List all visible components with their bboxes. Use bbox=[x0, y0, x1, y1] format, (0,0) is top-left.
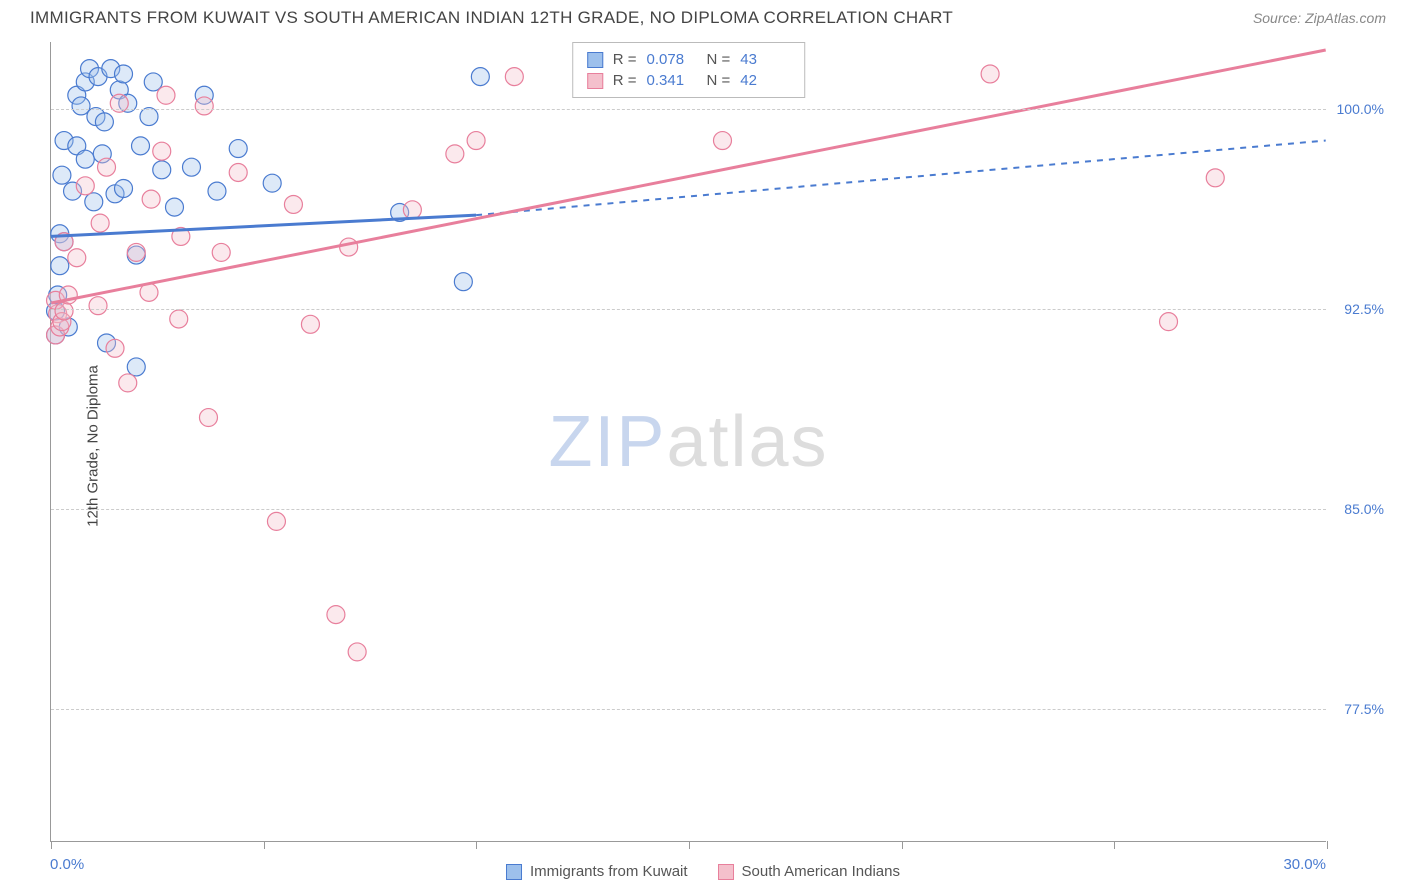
scatter-point bbox=[229, 140, 247, 158]
legend-swatch-icon bbox=[587, 52, 603, 68]
scatter-point bbox=[471, 68, 489, 86]
chart-title: IMMIGRANTS FROM KUWAIT VS SOUTH AMERICAN… bbox=[30, 8, 953, 28]
scatter-point bbox=[127, 358, 145, 376]
scatter-point bbox=[95, 113, 113, 131]
scatter-point bbox=[85, 193, 103, 211]
legend-swatch-icon bbox=[587, 73, 603, 89]
legend-swatch-icon bbox=[718, 864, 734, 880]
scatter-point bbox=[153, 142, 171, 160]
x-tick bbox=[689, 841, 690, 849]
x-tick bbox=[1327, 841, 1328, 849]
grid-line bbox=[51, 509, 1326, 510]
scatter-point bbox=[170, 310, 188, 328]
scatter-point bbox=[153, 161, 171, 179]
scatter-point bbox=[1206, 169, 1224, 187]
scatter-point bbox=[713, 132, 731, 150]
scatter-point bbox=[199, 409, 217, 427]
scatter-point bbox=[166, 198, 184, 216]
scatter-point bbox=[53, 166, 71, 184]
legend-label: South American Indians bbox=[742, 863, 900, 880]
source-attribution: Source: ZipAtlas.com bbox=[1253, 10, 1386, 26]
stats-r-label: R = bbox=[613, 72, 637, 89]
scatter-point bbox=[68, 249, 86, 267]
scatter-point bbox=[1160, 313, 1178, 331]
legend-swatch-icon bbox=[506, 864, 522, 880]
scatter-point bbox=[182, 158, 200, 176]
trend-line-dashed bbox=[476, 141, 1326, 216]
scatter-point bbox=[981, 65, 999, 83]
scatter-point bbox=[327, 606, 345, 624]
scatter-point bbox=[263, 174, 281, 192]
stats-n-value: 43 bbox=[740, 51, 790, 68]
chart-container: ZIPatlas R =0.078N =43R =0.341N =42 77.5… bbox=[50, 42, 1390, 842]
stats-row: R = 0.341 N = 42 bbox=[587, 70, 791, 91]
plot-area: ZIPatlas R =0.078N =43R =0.341N =42 77.5… bbox=[50, 42, 1326, 842]
scatter-point bbox=[157, 86, 175, 104]
x-axis-min-label: 0.0% bbox=[50, 856, 84, 873]
legend-label: Immigrants from Kuwait bbox=[530, 863, 688, 880]
stats-r-label: R = bbox=[613, 51, 637, 68]
x-axis-max-label: 30.0% bbox=[1283, 856, 1326, 873]
scatter-point bbox=[106, 339, 124, 357]
y-tick-label: 100.0% bbox=[1337, 101, 1384, 117]
scatter-point bbox=[212, 243, 230, 261]
trend-line-solid bbox=[51, 215, 476, 236]
scatter-point bbox=[91, 214, 109, 232]
plot-svg bbox=[51, 42, 1326, 841]
grid-line bbox=[51, 309, 1326, 310]
stats-n-label: N = bbox=[707, 51, 731, 68]
scatter-point bbox=[446, 145, 464, 163]
scatter-point bbox=[267, 512, 285, 530]
stats-r-value: 0.078 bbox=[647, 51, 697, 68]
scatter-point bbox=[89, 297, 107, 315]
scatter-point bbox=[51, 257, 69, 275]
scatter-point bbox=[55, 302, 73, 320]
x-tick bbox=[476, 841, 477, 849]
y-tick-label: 92.5% bbox=[1344, 301, 1384, 317]
scatter-point bbox=[132, 137, 150, 155]
scatter-point bbox=[76, 150, 94, 168]
legend-item: South American Indians bbox=[718, 863, 900, 880]
stats-row: R = 0.078 N = 43 bbox=[587, 49, 791, 70]
scatter-point bbox=[340, 238, 358, 256]
scatter-point bbox=[348, 643, 366, 661]
scatter-point bbox=[301, 315, 319, 333]
scatter-point bbox=[142, 190, 160, 208]
scatter-point bbox=[127, 243, 145, 261]
scatter-point bbox=[208, 182, 226, 200]
x-tick bbox=[51, 841, 52, 849]
scatter-point bbox=[72, 97, 90, 115]
stats-n-value: 42 bbox=[740, 72, 790, 89]
scatter-point bbox=[140, 108, 158, 126]
y-tick-label: 77.5% bbox=[1344, 701, 1384, 717]
scatter-point bbox=[115, 65, 133, 83]
chart-header: IMMIGRANTS FROM KUWAIT VS SOUTH AMERICAN… bbox=[0, 0, 1406, 36]
scatter-point bbox=[195, 97, 213, 115]
scatter-point bbox=[229, 164, 247, 182]
scatter-point bbox=[284, 195, 302, 213]
y-tick-label: 85.0% bbox=[1344, 501, 1384, 517]
stats-r-value: 0.341 bbox=[647, 72, 697, 89]
scatter-point bbox=[119, 374, 137, 392]
stats-n-label: N = bbox=[707, 72, 731, 89]
scatter-point bbox=[505, 68, 523, 86]
scatter-point bbox=[98, 158, 116, 176]
x-tick bbox=[1114, 841, 1115, 849]
scatter-point bbox=[467, 132, 485, 150]
scatter-point bbox=[76, 177, 94, 195]
grid-line bbox=[51, 709, 1326, 710]
scatter-point bbox=[403, 201, 421, 219]
x-tick bbox=[264, 841, 265, 849]
scatter-point bbox=[115, 179, 133, 197]
legend-item: Immigrants from Kuwait bbox=[506, 863, 688, 880]
grid-line bbox=[51, 109, 1326, 110]
x-tick bbox=[902, 841, 903, 849]
stats-legend-box: R = 0.078 N = 43 R = 0.341 N = 42 bbox=[572, 42, 806, 98]
scatter-point bbox=[454, 273, 472, 291]
legend-bottom: Immigrants from Kuwait South American Ind… bbox=[506, 863, 900, 880]
